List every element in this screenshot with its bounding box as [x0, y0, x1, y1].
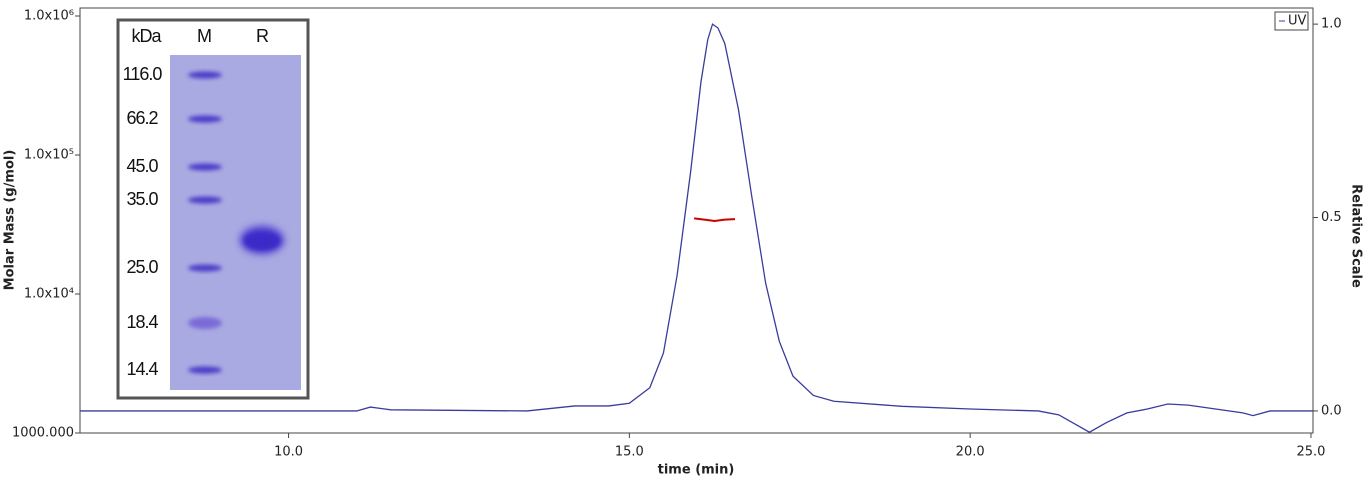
y2-tick-label: 0.5 — [1321, 210, 1342, 225]
uv-trace — [80, 23, 1313, 433]
x-tick-label: 20.0 — [956, 445, 985, 460]
y-tick-label: 1.0x10⁶ — [24, 9, 74, 24]
x-tick-label: 25.0 — [1296, 445, 1325, 460]
sample-band-core — [244, 232, 280, 250]
gel-header: kDa — [131, 26, 162, 46]
y-tick-label: 1.0x10⁵ — [24, 148, 74, 163]
legend-label: UV — [1288, 14, 1307, 29]
gel-marker-label: 35.0 — [126, 189, 158, 209]
gel-marker-label: 66.2 — [126, 108, 158, 128]
x-tick-label: 10.0 — [274, 445, 303, 460]
gel-marker-label: 14.4 — [126, 359, 158, 379]
marker-band — [188, 71, 222, 79]
marker-band — [188, 196, 222, 204]
y-tick-label: 1.0x10⁴ — [24, 287, 74, 302]
marker-band — [188, 115, 222, 123]
plot-frame — [79, 7, 1314, 434]
marker-band — [188, 163, 222, 171]
gel-inset: kDa M R 116.0 66.2 45.0 35.0 25.0 18.4 14.4 — [116, 18, 310, 400]
gel-marker-label: 25.0 — [126, 257, 158, 277]
y2-tick-label: 0.0 — [1321, 403, 1342, 418]
gel-marker-label: 18.4 — [126, 312, 158, 332]
gel-marker-label: 45.0 — [126, 156, 158, 176]
molar-mass-trace — [693, 217, 736, 223]
x-tick-label: 15.0 — [615, 445, 644, 460]
x-axis-title: time (min) — [658, 463, 735, 478]
y-axis-title: Molar Mass (g/mol) — [3, 150, 18, 291]
legend-box — [1274, 11, 1309, 31]
gel-marker-label: 116.0 — [123, 64, 163, 84]
gel-header: M — [197, 26, 211, 46]
gel-header: R — [256, 26, 269, 46]
gel-image — [170, 55, 301, 390]
y-tick-label: 1000.000 — [12, 426, 74, 441]
marker-band — [188, 317, 222, 329]
marker-band — [188, 366, 222, 374]
y2-axis-title: Relative Scale — [1349, 184, 1364, 288]
legend: UV — [1274, 11, 1309, 31]
y2-tick-label: 1.0 — [1321, 17, 1342, 32]
marker-band — [188, 264, 222, 272]
